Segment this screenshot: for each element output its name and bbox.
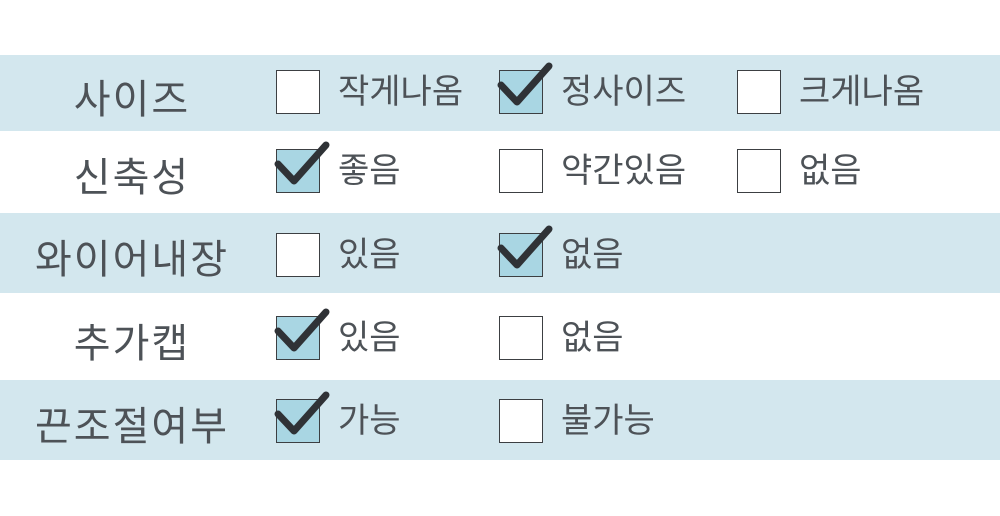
option-label: 있음 xyxy=(338,235,401,275)
checkbox[interactable] xyxy=(499,149,543,193)
row-label: 추가캡 xyxy=(73,321,191,367)
checkbox[interactable] xyxy=(499,399,543,443)
row-label: 끈조절여부 xyxy=(35,404,229,450)
attribute-table: 사이즈 작게나옴 정사이즈 크게나옴 신축성 좋음 약간있음 없음 xyxy=(0,55,1000,460)
row-label: 신축성 xyxy=(73,155,191,201)
checkmark-icon xyxy=(274,391,330,435)
row-extra-cup: 추가캡 있음 없음 xyxy=(0,293,1000,380)
option-label: 약간있음 xyxy=(561,151,687,191)
checkmark-icon xyxy=(497,225,553,269)
row-wire: 와이어내장 있음 없음 xyxy=(0,213,1000,293)
checkbox[interactable] xyxy=(276,70,320,114)
checkmark-icon xyxy=(497,62,553,106)
option-label: 좋음 xyxy=(338,151,401,191)
checkbox[interactable] xyxy=(737,70,781,114)
option-label: 있음 xyxy=(338,318,401,358)
option-label: 정사이즈 xyxy=(561,72,687,112)
row-size: 사이즈 작게나옴 정사이즈 크게나옴 xyxy=(0,55,1000,131)
option-label: 없음 xyxy=(561,235,624,275)
option-label: 없음 xyxy=(561,318,624,358)
checkbox[interactable] xyxy=(499,316,543,360)
option-label: 없음 xyxy=(799,151,862,191)
checkmark-icon xyxy=(274,308,330,352)
option-label: 가능 xyxy=(338,401,401,441)
row-strap-adjust: 끈조절여부 가능 불가능 xyxy=(0,380,1000,460)
checkbox[interactable] xyxy=(276,233,320,277)
option-label: 불가능 xyxy=(561,401,655,441)
option-label: 작게나옴 xyxy=(338,72,464,112)
row-label: 와이어내장 xyxy=(35,237,229,283)
option-label: 크게나옴 xyxy=(799,72,925,112)
checkmark-icon xyxy=(274,141,330,185)
row-label: 사이즈 xyxy=(73,77,191,123)
row-elasticity: 신축성 좋음 약간있음 없음 xyxy=(0,131,1000,213)
checkbox[interactable] xyxy=(737,149,781,193)
